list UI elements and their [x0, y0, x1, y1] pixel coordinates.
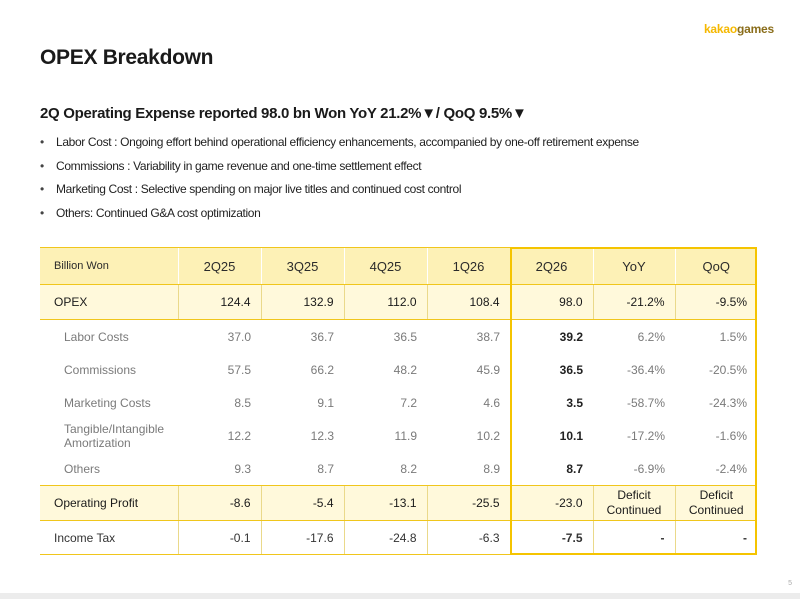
- page-number: 5: [788, 580, 792, 587]
- table-cell: 38.7: [476, 329, 500, 344]
- table-cell: 36.5: [559, 362, 583, 377]
- logo-part-games: games: [736, 22, 774, 36]
- table-cell: -17.6: [260, 520, 344, 555]
- section-subtitle: 2Q Operating Expense reported 98.0 bn Wo…: [40, 105, 527, 122]
- table-cell: 10.1: [559, 428, 583, 443]
- table-cell: -: [674, 520, 757, 555]
- row-label: Tangible/Intangible Amortization: [64, 421, 165, 450]
- table-cell: 9.1: [317, 395, 334, 410]
- table-cell: 36.5: [393, 329, 417, 344]
- bullet-commissions: Commissions : Variability in game revenu…: [40, 158, 639, 174]
- table-row-labor-costs: Labor Costs 37.0 36.7 36.5 38.7 39.2 6.2…: [40, 320, 757, 354]
- row-label: Labor Costs: [64, 329, 129, 344]
- table-cell: 1.5%: [719, 329, 747, 344]
- opex-table: Billion Won 2Q25 3Q25 4Q25 1Q26 2Q26 YoY…: [40, 247, 757, 555]
- table-cell: -8.6: [177, 485, 261, 521]
- table-cell: 108.4: [426, 284, 510, 320]
- bullet-marketing-cost: Marketing Cost : Selective spending on m…: [40, 181, 639, 197]
- header-unit: Billion Won: [40, 247, 178, 285]
- table-cell: -17.2%: [626, 428, 665, 443]
- table-cell: -21.2%: [592, 284, 675, 320]
- table-cell: 66.2: [310, 362, 334, 377]
- table-cell: -20.5%: [708, 362, 747, 377]
- table-cell: 8.2: [400, 461, 417, 476]
- header-3q25: 3Q25: [260, 247, 344, 285]
- table-cell: 9.3: [234, 461, 251, 476]
- bullet-list: Labor Cost : Ongoing effort behind opera…: [40, 134, 639, 228]
- row-label: Others: [64, 461, 101, 476]
- table-cell: -24.3%: [708, 395, 747, 410]
- table-cell: -: [592, 520, 675, 555]
- table-cell: 12.2: [227, 428, 251, 443]
- header-2q26: 2Q26: [509, 247, 593, 285]
- table-cell: -6.9%: [633, 461, 665, 476]
- table-cell: 132.9: [260, 284, 344, 320]
- table-row-operating-profit: Operating Profit -8.6 -5.4 -13.1 -25.5 -…: [40, 485, 757, 521]
- footer-bar: [0, 593, 800, 599]
- table-cell: 45.9: [476, 362, 500, 377]
- table-row-others: Others 9.3 8.7 8.2 8.9 8.7 -6.9% -2.4%: [40, 452, 757, 486]
- table-row-marketing-costs: Marketing Costs 8.5 9.1 7.2 4.6 3.5 -58.…: [40, 386, 757, 419]
- opex-table-wrapper: Billion Won 2Q25 3Q25 4Q25 1Q26 2Q26 YoY…: [40, 247, 757, 555]
- table-cell: 8.7: [566, 461, 583, 476]
- table-cell: -23.0: [509, 485, 593, 521]
- table-cell: 37.0: [227, 329, 251, 344]
- table-cell: 8.5: [234, 395, 251, 410]
- table-row-income-tax: Income Tax -0.1 -17.6 -24.8 -6.3 -7.5 - …: [40, 520, 757, 555]
- row-label: Commissions: [64, 362, 137, 377]
- row-label: Income Tax: [40, 520, 178, 555]
- header-1q26: 1Q26: [426, 247, 510, 285]
- table-cell: 10.2: [476, 428, 500, 443]
- table-row-opex: OPEX 124.4 132.9 112.0 108.4 98.0 -21.2%…: [40, 284, 757, 320]
- table-cell: -24.8: [343, 520, 427, 555]
- header-yoy: YoY: [592, 247, 675, 285]
- header-qoq: QoQ: [674, 247, 757, 285]
- table-cell: 3.5: [566, 395, 583, 410]
- table-cell: 6.2%: [637, 329, 665, 344]
- table-cell: -1.6%: [715, 428, 747, 443]
- row-label: Operating Profit: [40, 485, 178, 521]
- table-cell: -58.7%: [626, 395, 665, 410]
- table-cell: -6.3: [426, 520, 510, 555]
- table-cell: 39.2: [559, 329, 583, 344]
- table-row-commissions: Commissions 57.5 66.2 48.2 45.9 36.5 -36…: [40, 353, 757, 386]
- table-cell: 124.4: [177, 284, 261, 320]
- table-cell: -7.5: [509, 520, 593, 555]
- logo-part-kakao: kakao: [703, 22, 737, 36]
- header-4q25: 4Q25: [343, 247, 427, 285]
- table-header-row: Billion Won 2Q25 3Q25 4Q25 1Q26 2Q26 YoY…: [40, 247, 757, 285]
- table-cell: 7.2: [400, 395, 417, 410]
- table-cell: -5.4: [260, 485, 344, 521]
- table-cell: -9.5%: [674, 284, 757, 320]
- table-cell: 4.6: [483, 395, 500, 410]
- company-logo: kakaogames: [704, 22, 774, 36]
- table-cell: 48.2: [393, 362, 417, 377]
- header-2q25: 2Q25: [177, 247, 261, 285]
- table-cell: 12.3: [310, 428, 334, 443]
- table-cell: -36.4%: [626, 362, 665, 377]
- table-cell: -13.1: [343, 485, 427, 521]
- table-cell: Deficit Continued: [674, 485, 757, 521]
- table-cell: -2.4%: [715, 461, 747, 476]
- table-cell: 36.7: [310, 329, 334, 344]
- page-title: OPEX Breakdown: [40, 46, 214, 69]
- table-cell: 8.9: [483, 461, 500, 476]
- table-cell: 8.7: [317, 461, 334, 476]
- table-cell: 57.5: [227, 362, 251, 377]
- table-cell: -25.5: [426, 485, 510, 521]
- table-cell: Deficit Continued: [592, 485, 675, 521]
- table-row-amortization: Tangible/Intangible Amortization 12.2 12…: [40, 419, 757, 452]
- table-cell: -0.1: [177, 520, 261, 555]
- row-label: OPEX: [40, 284, 178, 320]
- table-cell: 11.9: [394, 428, 417, 443]
- row-label: Marketing Costs: [64, 395, 151, 410]
- table-cell: 112.0: [343, 284, 427, 320]
- table-cell: 98.0: [509, 284, 593, 320]
- bullet-labor-cost: Labor Cost : Ongoing effort behind opera…: [40, 134, 639, 150]
- bullet-others: Others: Continued G&A cost optimization: [40, 205, 639, 221]
